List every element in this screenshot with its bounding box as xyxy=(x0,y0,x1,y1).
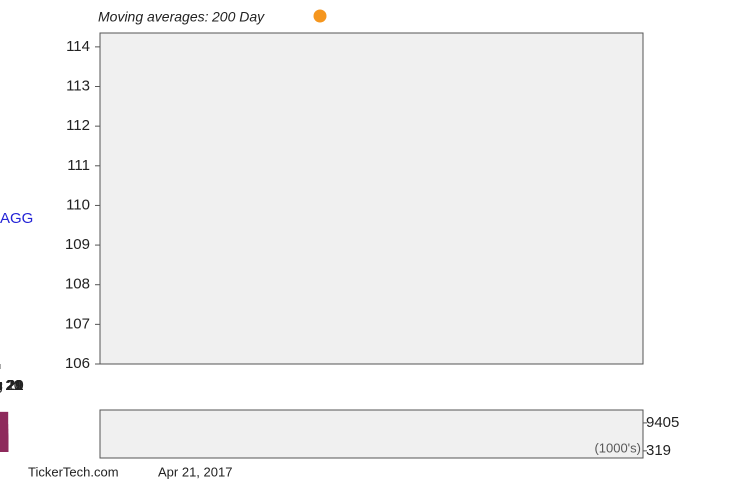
y-tick-label: 107 xyxy=(65,315,90,332)
y-tick-label: 9405 xyxy=(646,414,679,431)
x-tick-label: Oct 20 xyxy=(0,377,22,394)
series-label: AGG xyxy=(0,210,33,227)
x-tick-label: Aug 21 xyxy=(0,377,24,394)
x-tick-label: Dec 20 xyxy=(0,377,24,394)
y-tick-label: 108 xyxy=(65,276,90,293)
legend-swatch xyxy=(313,9,327,23)
date: Apr 21, 2017 xyxy=(158,464,232,479)
y-tick-label: 113 xyxy=(66,77,90,94)
y-tick-label: 109 xyxy=(65,236,90,253)
source: TickerTech.com xyxy=(28,464,119,479)
plot-area xyxy=(99,32,644,365)
volume-area xyxy=(99,409,644,459)
x-tick-label: Jun 21 xyxy=(0,377,23,394)
legend: Moving averages: 200 Day xyxy=(98,9,327,25)
y-tick-label: 106 xyxy=(65,355,90,372)
legend-title: Moving averages: xyxy=(98,9,209,25)
legend-label: 200 Day xyxy=(211,9,265,25)
x-tick-label: Apr 21 xyxy=(0,377,22,394)
y-tick-label: 110 xyxy=(66,196,90,213)
y-tick-label: 111 xyxy=(67,157,90,174)
x-tick-label: Feb 19 xyxy=(0,377,23,394)
y-tick-label: 112 xyxy=(66,117,90,134)
volume-bar xyxy=(0,442,9,452)
y-tick-label: 114 xyxy=(66,38,90,55)
y-axis-label: (1000's) xyxy=(594,440,641,455)
y-tick-label: 319 xyxy=(646,442,671,459)
x-tick-label: Apr 21 xyxy=(0,377,22,394)
